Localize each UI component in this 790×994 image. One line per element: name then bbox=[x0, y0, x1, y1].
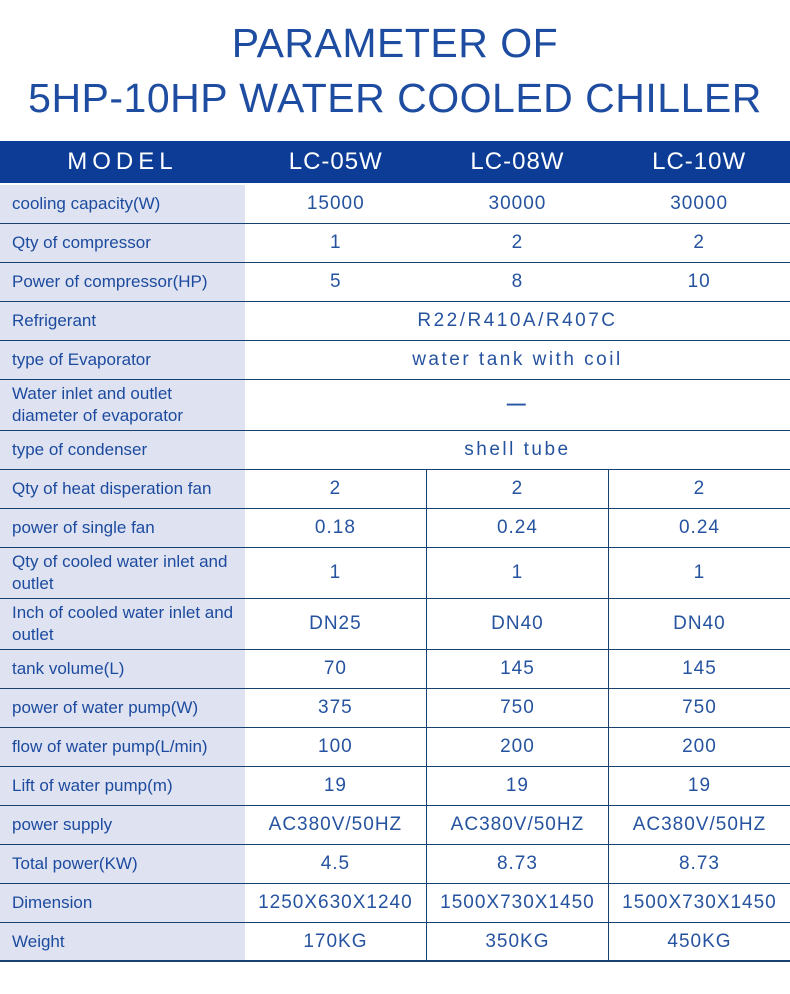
row-value: AC380V/50HZ bbox=[607, 806, 790, 844]
row-value: 8.73 bbox=[425, 845, 608, 883]
table-row-qty-compressor: Qty of compressor 1 2 2 bbox=[0, 224, 790, 263]
row-value: AC380V/50HZ bbox=[425, 806, 608, 844]
row-label: flow of water pump(L/min) bbox=[0, 728, 245, 766]
page-title: PARAMETER OF 5HP-10HP WATER COOLED CHILL… bbox=[0, 0, 790, 126]
row-value: 2 bbox=[425, 470, 608, 508]
row-value: 5 bbox=[329, 271, 342, 292]
header-col-lc10w: LC-10W bbox=[652, 148, 747, 175]
table-row-power-compressor: Power of compressor(HP) 5 8 10 bbox=[0, 263, 790, 302]
row-value: 1 bbox=[607, 548, 790, 598]
row-value: 30000 bbox=[670, 193, 729, 214]
row-value: DN25 bbox=[309, 613, 362, 634]
row-value: 2 bbox=[329, 478, 342, 499]
row-value: 19 bbox=[607, 767, 790, 805]
row-label: Dimension bbox=[0, 884, 245, 922]
row-value: 2 bbox=[511, 232, 524, 253]
table-row-dimension: Dimension 1250X630X1240 1500X730X1450 15… bbox=[0, 884, 790, 923]
row-value: 145 bbox=[607, 650, 790, 688]
row-value: AC380V/50HZ bbox=[268, 814, 403, 835]
header-model-label: MODEL bbox=[67, 148, 178, 175]
row-value-span: water tank with coil bbox=[412, 349, 623, 370]
table-row-condenser-type: type of condenser shell tube bbox=[0, 431, 790, 470]
row-value: 1 bbox=[425, 548, 608, 598]
row-value: 30000 bbox=[488, 193, 547, 214]
row-value: 145 bbox=[425, 650, 608, 688]
row-label: tank volume(L) bbox=[0, 650, 245, 688]
row-value: 200 bbox=[425, 728, 608, 766]
spec-table: MODEL LC-05W LC-08W LC-10W cooling capac… bbox=[0, 141, 790, 962]
row-value: 1500X730X1450 bbox=[425, 884, 608, 922]
row-value: 200 bbox=[607, 728, 790, 766]
header-col-lc08w: LC-08W bbox=[470, 148, 565, 175]
row-value: 8.73 bbox=[607, 845, 790, 883]
page-title-line2: 5HP-10HP WATER COOLED CHILLER bbox=[28, 75, 762, 121]
table-row-weight: Weight 170KG 350KG 450KG bbox=[0, 923, 790, 962]
row-value: DN40 bbox=[425, 599, 608, 649]
row-label: Qty of cooled water inlet and outlet bbox=[0, 548, 245, 598]
table-row-fan-qty: Qty of heat disperation fan 2 2 2 bbox=[0, 470, 790, 509]
table-body: cooling capacity(W) 15000 30000 30000 Qt… bbox=[0, 185, 790, 962]
table-row-evaporator-type: type of Evaporator water tank with coil bbox=[0, 341, 790, 380]
row-value: 8 bbox=[511, 271, 524, 292]
row-value: 0.24 bbox=[607, 509, 790, 547]
row-value: 0.24 bbox=[425, 509, 608, 547]
table-row-evaporator-diameter: Water inlet and outlet diameter of evapo… bbox=[0, 380, 790, 431]
header-col-lc05w: LC-05W bbox=[288, 148, 383, 175]
row-value: 19 bbox=[323, 775, 347, 796]
table-row-pump-power: power of water pump(W) 375 750 750 bbox=[0, 689, 790, 728]
row-label: type of condenser bbox=[0, 431, 245, 469]
row-value: 70 bbox=[323, 658, 347, 679]
row-label: power of single fan bbox=[0, 509, 245, 547]
row-label: Inch of cooled water inlet and outlet bbox=[0, 599, 245, 649]
row-label: Water inlet and outlet diameter of evapo… bbox=[0, 380, 245, 430]
row-value-dash: — bbox=[506, 394, 529, 415]
table-row-power-supply: power supply AC380V/50HZ AC380V/50HZ AC3… bbox=[0, 806, 790, 845]
row-value: 4.5 bbox=[320, 853, 351, 874]
row-value: 750 bbox=[607, 689, 790, 727]
table-header-row: MODEL LC-05W LC-08W LC-10W bbox=[0, 141, 790, 183]
row-value: 1 bbox=[329, 562, 342, 583]
row-value: 100 bbox=[318, 736, 353, 757]
row-value: DN40 bbox=[607, 599, 790, 649]
row-value: 170KG bbox=[303, 930, 368, 952]
row-value: 0.18 bbox=[314, 517, 356, 538]
row-value: 2 bbox=[607, 470, 790, 508]
table-row-pump-flow: flow of water pump(L/min) 100 200 200 bbox=[0, 728, 790, 767]
table-row-cooled-water-qty: Qty of cooled water inlet and outlet 1 1… bbox=[0, 548, 790, 599]
row-value-span: R22/R410A/R407C bbox=[417, 310, 618, 331]
row-value: 10 bbox=[687, 271, 711, 292]
row-label: power of water pump(W) bbox=[0, 689, 245, 727]
row-label: Power of compressor(HP) bbox=[0, 263, 245, 301]
row-label: type of Evaporator bbox=[0, 341, 245, 379]
row-value: 350KG bbox=[425, 923, 608, 960]
table-row-cooled-water-inch: Inch of cooled water inlet and outlet DN… bbox=[0, 599, 790, 650]
page-title-line1: PARAMETER OF bbox=[231, 20, 559, 66]
row-value: 1500X730X1450 bbox=[607, 884, 790, 922]
row-value-span: shell tube bbox=[464, 439, 571, 460]
row-value: 1 bbox=[329, 232, 342, 253]
row-label: Qty of compressor bbox=[0, 224, 245, 262]
row-value: 19 bbox=[425, 767, 608, 805]
row-label: Total power(KW) bbox=[0, 845, 245, 883]
table-row-cooling-capacity: cooling capacity(W) 15000 30000 30000 bbox=[0, 185, 790, 224]
row-value: 15000 bbox=[306, 193, 365, 214]
row-value: 2 bbox=[693, 232, 705, 253]
table-row-total-power: Total power(KW) 4.5 8.73 8.73 bbox=[0, 845, 790, 884]
row-value: 1250X630X1240 bbox=[258, 892, 413, 913]
row-label: cooling capacity(W) bbox=[0, 185, 245, 223]
row-label: Weight bbox=[0, 923, 245, 960]
table-row-fan-power: power of single fan 0.18 0.24 0.24 bbox=[0, 509, 790, 548]
row-label: Lift of water pump(m) bbox=[0, 767, 245, 805]
row-value: 450KG bbox=[607, 923, 790, 960]
table-row-pump-lift: Lift of water pump(m) 19 19 19 bbox=[0, 767, 790, 806]
table-row-tank-volume: tank volume(L) 70 145 145 bbox=[0, 650, 790, 689]
row-value: 750 bbox=[425, 689, 608, 727]
row-value: 375 bbox=[318, 697, 353, 718]
row-label: power supply bbox=[0, 806, 245, 844]
table-row-refrigerant: Refrigerant R22/R410A/R407C bbox=[0, 302, 790, 341]
row-label: Refrigerant bbox=[0, 302, 245, 340]
row-label: Qty of heat disperation fan bbox=[0, 470, 245, 508]
